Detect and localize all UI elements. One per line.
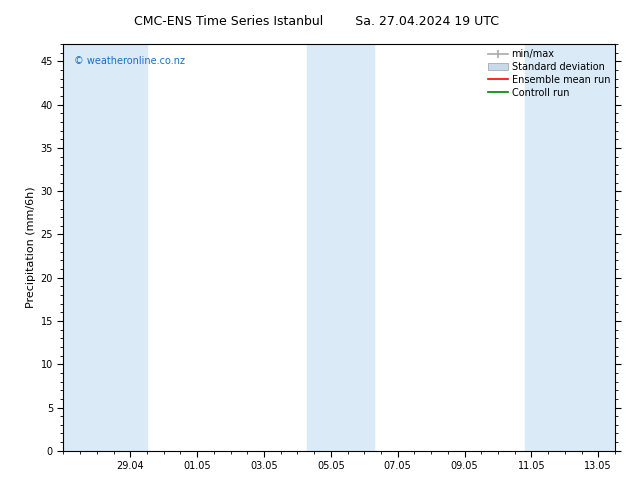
Legend: min/max, Standard deviation, Ensemble mean run, Controll run: min/max, Standard deviation, Ensemble me… — [486, 46, 613, 100]
Bar — [525, 44, 615, 451]
Text: © weatheronline.co.nz: © weatheronline.co.nz — [74, 56, 185, 66]
Bar — [63, 44, 147, 451]
Text: CMC-ENS Time Series Istanbul        Sa. 27.04.2024 19 UTC: CMC-ENS Time Series Istanbul Sa. 27.04.2… — [134, 15, 500, 28]
Y-axis label: Precipitation (mm/6h): Precipitation (mm/6h) — [27, 187, 36, 308]
Bar — [307, 44, 374, 451]
